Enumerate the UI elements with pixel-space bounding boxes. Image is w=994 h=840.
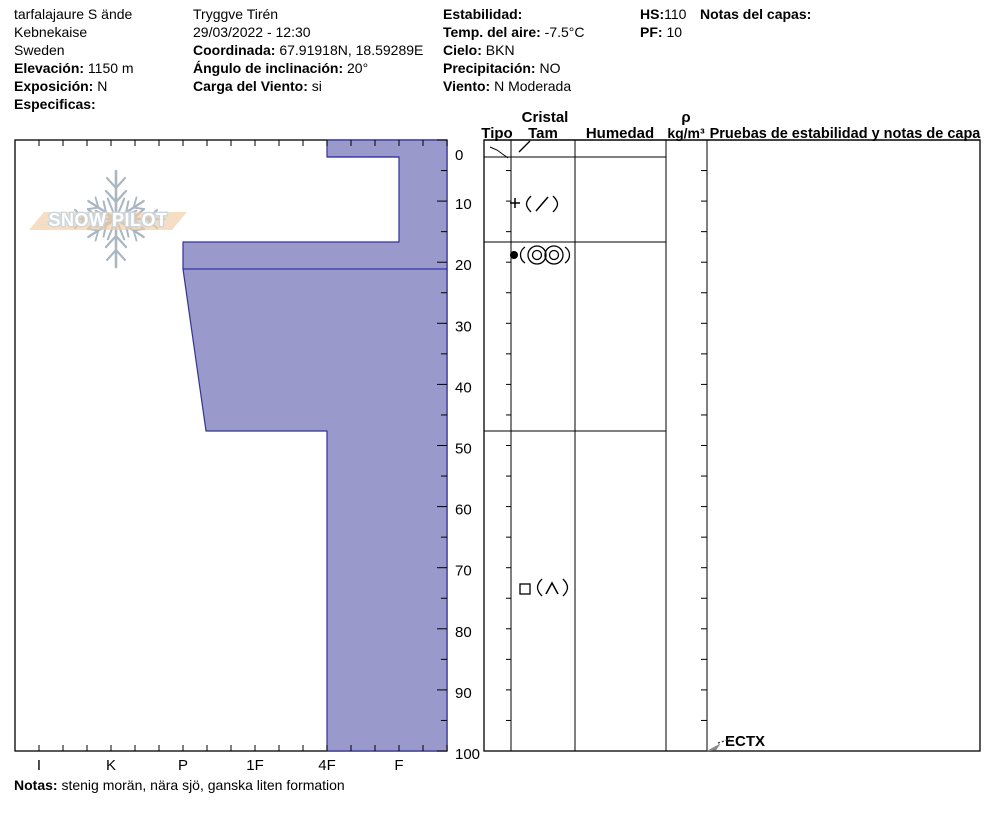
svg-text:4F: 4F bbox=[318, 757, 336, 774]
svg-text:80: 80 bbox=[455, 624, 472, 641]
svg-text:Cristal: Cristal bbox=[522, 109, 569, 126]
svg-text:ECTX: ECTX bbox=[725, 733, 765, 750]
svg-text:90: 90 bbox=[455, 685, 472, 702]
svg-text:1F: 1F bbox=[246, 757, 264, 774]
svg-text:I: I bbox=[37, 757, 41, 774]
svg-text:Tipo: Tipo bbox=[481, 125, 512, 142]
svg-text:40: 40 bbox=[455, 379, 472, 396]
svg-text:P: P bbox=[178, 757, 188, 774]
svg-text:SNOW PILOT: SNOW PILOT bbox=[49, 210, 168, 230]
svg-text:Pruebas de estabilidad y notas: Pruebas de estabilidad y notas de capa bbox=[710, 126, 982, 142]
svg-text:F: F bbox=[394, 757, 403, 774]
svg-text:0: 0 bbox=[455, 147, 463, 164]
svg-text:ρ: ρ bbox=[681, 109, 690, 126]
svg-text:kg/m³: kg/m³ bbox=[667, 125, 705, 141]
svg-text:Humedad: Humedad bbox=[586, 125, 654, 142]
svg-text:70: 70 bbox=[455, 563, 472, 580]
svg-text:50: 50 bbox=[455, 441, 472, 458]
svg-text:20: 20 bbox=[455, 257, 472, 274]
svg-text:60: 60 bbox=[455, 502, 472, 519]
svg-text:10: 10 bbox=[455, 196, 472, 213]
svg-text:100: 100 bbox=[455, 746, 480, 763]
svg-text:Tam: Tam bbox=[528, 125, 558, 142]
svg-text:30: 30 bbox=[455, 318, 472, 335]
svg-text:K: K bbox=[106, 757, 116, 774]
